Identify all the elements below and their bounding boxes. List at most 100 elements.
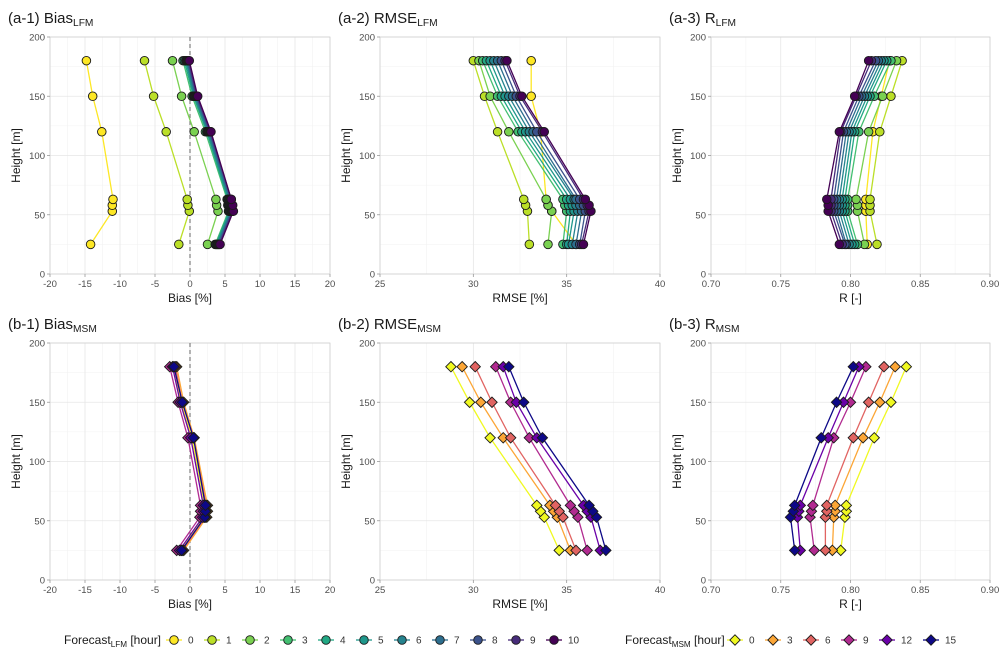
x-tick-label: -10 xyxy=(113,279,127,290)
data-point-15 xyxy=(815,431,828,444)
x-tick-label: 35 xyxy=(561,279,572,290)
legend-label: 5 xyxy=(378,636,384,647)
x-tick-label: 20 xyxy=(325,585,336,596)
x-axis-label: RMSE [%] xyxy=(492,291,547,305)
data-point-0 xyxy=(840,505,853,518)
data-point-10 xyxy=(192,91,203,101)
legend-key-circle xyxy=(321,635,331,645)
data-point-15 xyxy=(176,396,189,409)
legend-label: 15 xyxy=(945,636,957,647)
legend-label: 3 xyxy=(787,636,793,647)
data-point-0 xyxy=(839,511,851,524)
legend-entry: 6 xyxy=(803,634,831,647)
data-point-15 xyxy=(502,360,515,373)
y-axis-label: Height [m] xyxy=(9,434,23,489)
y-tick-label: 50 xyxy=(364,516,375,527)
legend-entry: 0 xyxy=(727,634,755,647)
y-tick-label: 100 xyxy=(359,457,375,468)
y-tick-label: 100 xyxy=(359,151,375,162)
data-point-15 xyxy=(175,544,188,557)
data-point-15 xyxy=(198,511,211,524)
data-point-9 xyxy=(805,505,818,518)
y-axis-label: Height [m] xyxy=(9,128,23,183)
x-tick-label: 40 xyxy=(655,585,666,596)
data-point-15 xyxy=(168,360,180,373)
y-tick-label: 200 xyxy=(690,33,706,44)
data-point-0 xyxy=(530,499,543,512)
y-tick-label: 50 xyxy=(34,210,45,221)
legend-label: 0 xyxy=(749,636,755,647)
data-point-9 xyxy=(806,499,819,512)
x-tick-label: 10 xyxy=(255,585,266,596)
y-tick-label: 50 xyxy=(695,516,706,527)
data-point-1 xyxy=(524,239,535,250)
y-axis-label: Height [m] xyxy=(339,128,353,183)
data-point-15 xyxy=(788,544,801,557)
data-point-0 xyxy=(484,431,496,444)
data-point-15 xyxy=(199,499,212,512)
data-point-1 xyxy=(148,91,159,101)
data-point-9 xyxy=(808,544,821,557)
data-point-15 xyxy=(583,499,595,512)
data-point-15 xyxy=(847,360,860,373)
legend-key-diamond xyxy=(767,634,779,646)
legend-msm: ForecastMSM [hour] 0 3 6 9 12 15 xyxy=(625,633,957,649)
legend-title: ForecastMSM [hour] xyxy=(625,633,725,649)
data-point-2 xyxy=(851,194,861,205)
data-point-0 xyxy=(87,91,98,101)
legend-entry: 12 xyxy=(879,634,913,647)
legend-entry: 15 xyxy=(923,634,957,647)
x-tick-label: 0.70 xyxy=(702,279,721,290)
x-tick-label: 20 xyxy=(325,279,336,290)
data-point-10 xyxy=(834,127,845,137)
data-point-1 xyxy=(865,194,875,205)
legend-entry: 2 xyxy=(242,635,270,647)
data-point-1 xyxy=(875,127,885,137)
x-tick-label: -5 xyxy=(151,279,159,290)
x-tick-label: -20 xyxy=(43,279,57,290)
data-point-2 xyxy=(504,127,514,137)
y-tick-label: 0 xyxy=(701,576,706,587)
data-point-10 xyxy=(578,239,589,250)
data-point-6 xyxy=(819,544,832,557)
data-point-0 xyxy=(97,127,107,137)
data-point-10 xyxy=(226,194,237,205)
legend-key-circle xyxy=(169,635,179,645)
y-tick-label: 150 xyxy=(29,398,45,409)
y-tick-label: 200 xyxy=(29,339,45,350)
panel-b3: 0.70 0.75 0.80 0.85 0.90 0 50 100 150 200 R [-] Hei… xyxy=(669,316,999,611)
y-tick-label: 0 xyxy=(40,270,45,281)
y-axis-label: Height [m] xyxy=(339,434,353,489)
legend-label: 8 xyxy=(492,636,498,647)
y-tick-label: 0 xyxy=(370,270,375,281)
x-axis-label: R [-] xyxy=(839,597,862,611)
y-tick-label: 200 xyxy=(29,33,45,44)
legend-key-circle xyxy=(207,635,217,645)
x-tick-label: 0 xyxy=(187,585,192,596)
data-point-0 xyxy=(85,239,96,250)
legend-label: 12 xyxy=(901,636,913,647)
panel-title: (b-2) RMSEMSM xyxy=(338,316,441,335)
data-point-0 xyxy=(553,544,566,557)
data-point-15 xyxy=(517,396,530,409)
legend-entry: 7 xyxy=(432,635,460,647)
data-point-2 xyxy=(176,91,187,101)
legend-key-circle xyxy=(435,635,445,645)
data-point-1 xyxy=(174,239,184,250)
data-point-15 xyxy=(187,431,200,444)
data-point-1 xyxy=(492,127,503,137)
data-point-10 xyxy=(580,194,591,205)
data-point-0 xyxy=(885,396,897,409)
data-point-10 xyxy=(822,194,832,205)
data-point-10 xyxy=(863,55,874,66)
y-tick-label: 150 xyxy=(359,398,375,409)
data-point-0 xyxy=(526,55,536,66)
data-point-0 xyxy=(834,544,847,557)
x-tick-label: 5 xyxy=(222,279,227,290)
y-tick-label: 200 xyxy=(359,33,375,44)
x-axis-label: Bias [%] xyxy=(168,291,212,305)
panel-title: (a-3) RLFM xyxy=(669,10,736,29)
data-point-10 xyxy=(184,55,195,66)
